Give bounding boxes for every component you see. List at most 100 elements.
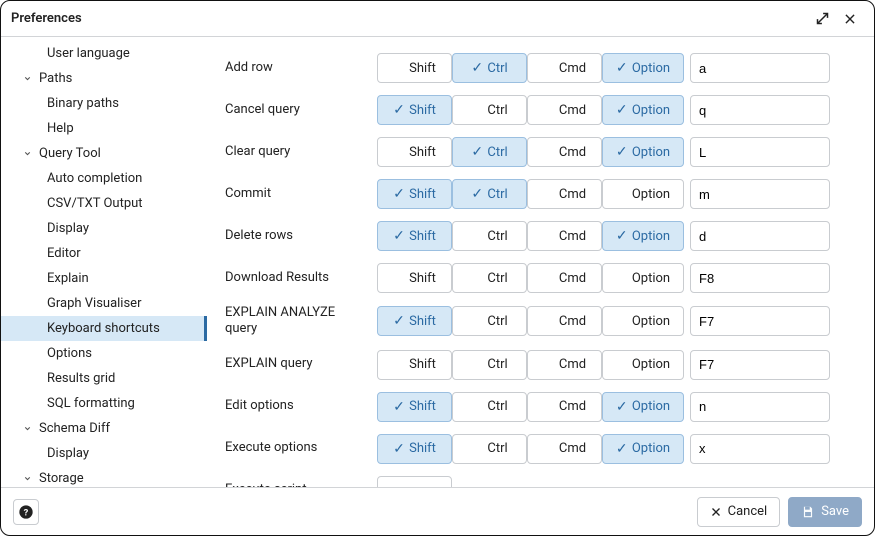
modifier-cmd[interactable]: ✓Cmd	[527, 434, 602, 464]
key-input[interactable]	[690, 53, 830, 83]
sidebar-item[interactable]: Options	[1, 341, 207, 366]
modifier-option[interactable]: ✓Option	[602, 221, 684, 251]
check-icon: ✓	[393, 102, 403, 118]
sidebar-group-label: Storage	[39, 471, 84, 486]
modifier-shift[interactable]: ✓Shift	[377, 263, 452, 293]
sidebar-item[interactable]: CSV/TXT Output	[1, 191, 207, 216]
help-button[interactable]: ?	[13, 499, 39, 525]
sidebar-group-label: Query Tool	[39, 146, 101, 161]
sidebar-group[interactable]: Storage	[1, 466, 207, 487]
cancel-button[interactable]: Cancel	[697, 497, 781, 527]
maximize-icon[interactable]	[808, 5, 836, 33]
modifier-cmd[interactable]: ✓Cmd	[527, 263, 602, 293]
modifier-ctrl[interactable]: ✓Ctrl	[452, 179, 527, 209]
sidebar-item[interactable]: Binary paths	[1, 91, 207, 116]
modifier-cmd[interactable]: ✓Cmd	[527, 221, 602, 251]
modifier-ctrl[interactable]: ✓Ctrl	[452, 350, 527, 380]
sidebar-group[interactable]: Schema Diff	[1, 416, 207, 441]
check-icon: ✓	[616, 144, 626, 160]
key-input[interactable]	[690, 95, 830, 125]
modifier-option[interactable]: ✓Option	[602, 95, 684, 125]
check-icon: ✓	[616, 228, 626, 244]
sidebar-item[interactable]: Keyboard shortcuts	[1, 316, 207, 341]
key-input[interactable]	[690, 221, 830, 251]
modifier-shift[interactable]: ✓Shift	[377, 137, 452, 167]
sidebar-item[interactable]: Auto completion	[1, 166, 207, 191]
modifier-cmd[interactable]: ✓Cmd	[527, 350, 602, 380]
shortcut-label: EXPLAIN query	[225, 356, 377, 372]
key-input[interactable]	[690, 392, 830, 422]
sidebar-group-label: Paths	[39, 71, 72, 86]
modifier-ctrl[interactable]: ✓Ctrl	[452, 53, 527, 83]
key-input[interactable]	[690, 137, 830, 167]
sidebar-item[interactable]: SQL formatting	[1, 391, 207, 416]
key-input[interactable]	[690, 350, 830, 380]
key-input[interactable]	[690, 179, 830, 209]
sidebar[interactable]: User language Paths Binary pathsHelp Query …	[1, 37, 207, 487]
check-icon: ✓	[393, 228, 403, 244]
modifier-option[interactable]: ✓Option	[602, 179, 684, 209]
modifier-ctrl[interactable]: ✓Ctrl	[452, 306, 527, 336]
sidebar-item[interactable]: Display	[1, 441, 207, 466]
shortcut-row: Edit options✓Shift✓Ctrl✓Cmd✓Option	[225, 386, 860, 428]
sidebar-group[interactable]: Paths	[1, 66, 207, 91]
modifier-option[interactable]: ✓Option	[602, 53, 684, 83]
close-icon[interactable]	[836, 5, 864, 33]
modifier-option[interactable]: ✓Option	[602, 350, 684, 380]
modifier-ctrl[interactable]: ✓Ctrl	[452, 221, 527, 251]
modifier-option[interactable]: ✓Option	[602, 137, 684, 167]
sidebar-item[interactable]: Help	[1, 116, 207, 141]
svg-text:?: ?	[24, 507, 29, 518]
sidebar-item[interactable]: Editor	[1, 241, 207, 266]
modifier-shift[interactable]: ✓Shift	[377, 350, 452, 380]
modifier-shift[interactable]: ✓Shift	[377, 392, 452, 422]
modifier-shift[interactable]	[377, 476, 452, 488]
sidebar-item[interactable]: Results grid	[1, 366, 207, 391]
key-input[interactable]	[690, 434, 830, 464]
modifier-ctrl[interactable]: ✓Ctrl	[452, 95, 527, 125]
check-icon: ✓	[393, 441, 403, 457]
modifier-ctrl[interactable]: ✓Ctrl	[452, 392, 527, 422]
modifier-shift[interactable]: ✓Shift	[377, 434, 452, 464]
shortcut-row: Execute options✓Shift✓Ctrl✓Cmd✓Option	[225, 428, 860, 470]
key-input[interactable]	[690, 306, 830, 336]
modifier-ctrl[interactable]: ✓Ctrl	[452, 137, 527, 167]
sidebar-item[interactable]: Explain	[1, 266, 207, 291]
sidebar-item[interactable]: Graph Visualiser	[1, 291, 207, 316]
modifier-shift[interactable]: ✓Shift	[377, 179, 452, 209]
modifier-shift[interactable]: ✓Shift	[377, 53, 452, 83]
modifier-cmd[interactable]: ✓Cmd	[527, 137, 602, 167]
titlebar: Preferences	[1, 1, 874, 37]
key-input[interactable]	[690, 263, 830, 293]
modifier-shift[interactable]: ✓Shift	[377, 95, 452, 125]
shortcut-label: Cancel query	[225, 102, 377, 118]
sidebar-item[interactable]: Display	[1, 216, 207, 241]
modifier-cmd[interactable]: ✓Cmd	[527, 179, 602, 209]
modifier-option[interactable]: ✓Option	[602, 434, 684, 464]
modifier-option[interactable]: ✓Option	[602, 306, 684, 336]
shortcut-label: Download Results	[225, 270, 377, 286]
modifier-cmd[interactable]: ✓Cmd	[527, 392, 602, 422]
modifier-ctrl[interactable]: ✓Ctrl	[452, 434, 527, 464]
modifier-cmd[interactable]: ✓Cmd	[527, 53, 602, 83]
modifier-cmd[interactable]: ✓Cmd	[527, 95, 602, 125]
check-icon: ✓	[616, 102, 626, 118]
shortcut-row: Add row✓Shift✓Ctrl✓Cmd✓Option	[225, 47, 860, 89]
check-icon: ✓	[393, 313, 403, 329]
dialog-title: Preferences	[11, 11, 82, 26]
modifier-ctrl[interactable]: ✓Ctrl	[452, 263, 527, 293]
sidebar-item[interactable]: User language	[1, 41, 207, 66]
check-icon: ✓	[616, 441, 626, 457]
modifier-cmd[interactable]: ✓Cmd	[527, 306, 602, 336]
modifier-option[interactable]: ✓Option	[602, 263, 684, 293]
modifier-option[interactable]: ✓Option	[602, 392, 684, 422]
shortcut-row: Delete rows✓Shift✓Ctrl✓Cmd✓Option	[225, 215, 860, 257]
save-button[interactable]: Save	[788, 497, 862, 527]
sidebar-group-label: Schema Diff	[39, 421, 110, 436]
modifier-shift[interactable]: ✓Shift	[377, 306, 452, 336]
shortcuts-panel[interactable]: Add row✓Shift✓Ctrl✓Cmd✓Option Cancel quer…	[207, 37, 874, 487]
sidebar-group[interactable]: Query Tool	[1, 141, 207, 166]
modifier-shift[interactable]: ✓Shift	[377, 221, 452, 251]
check-icon: ✓	[393, 186, 403, 202]
shortcut-label: Edit options	[225, 398, 377, 414]
